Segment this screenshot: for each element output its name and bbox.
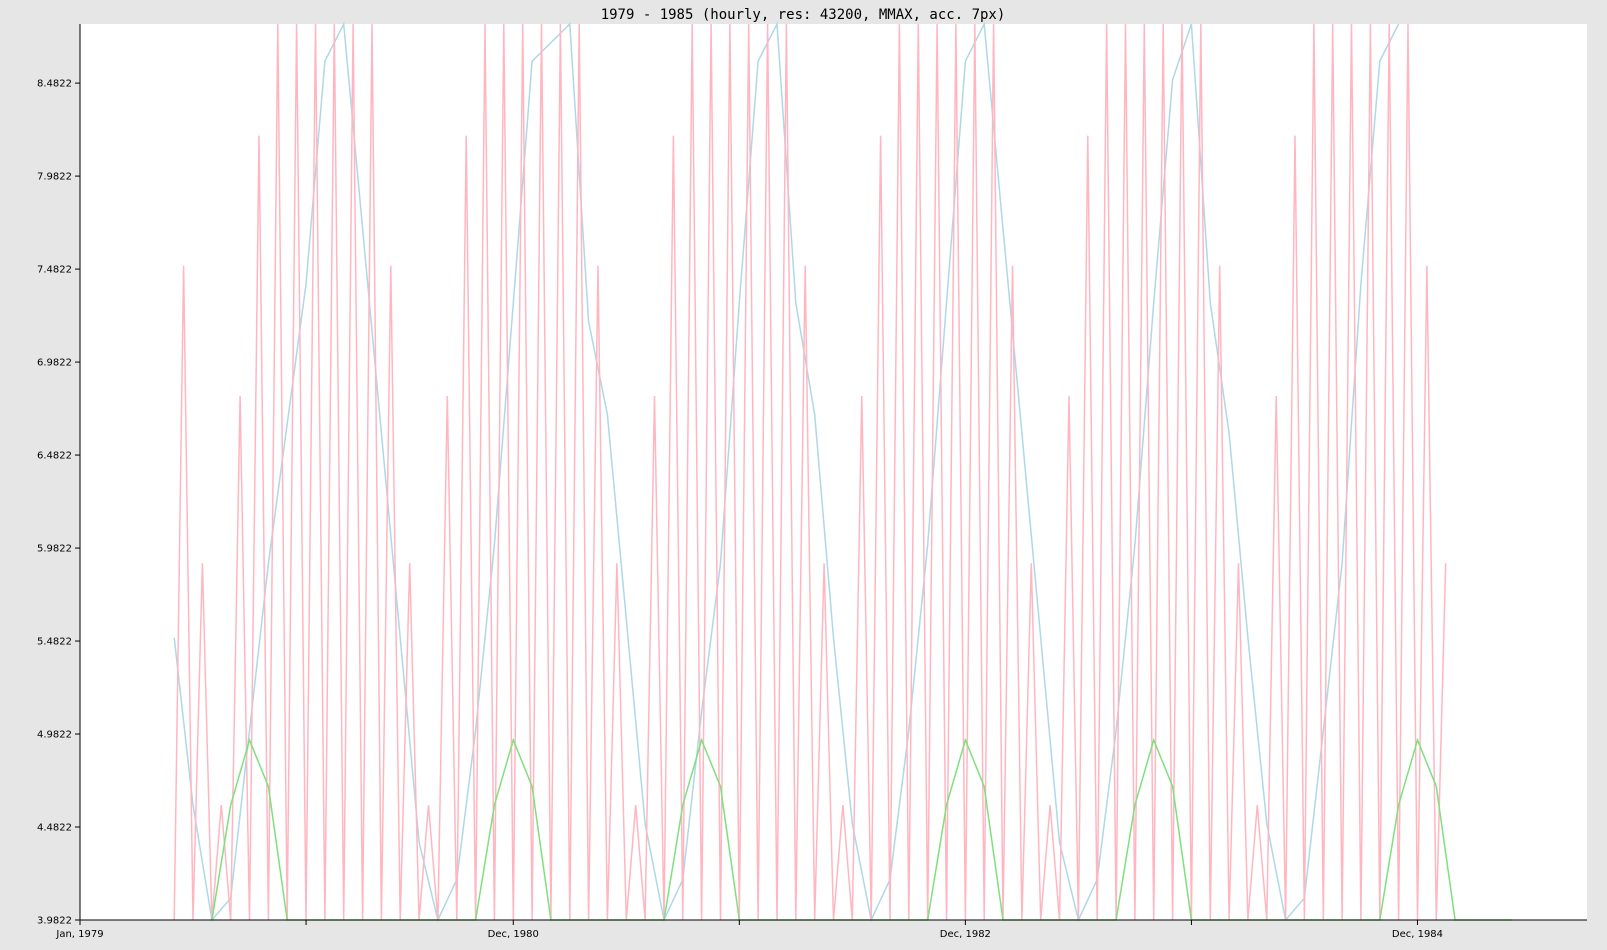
y-tick-label: 3.9822	[37, 916, 72, 927]
x-tick-label: Dec, 1984	[1392, 929, 1443, 940]
axes-layer: 3.9822 4.4822 4.9822 5.4822 5.9822 6.4822 6.98…	[37, 24, 1587, 940]
y-tick-label: 8.4822	[37, 79, 72, 90]
y-tick-label: 7.9822	[37, 172, 72, 183]
y-tick-label: 5.4822	[37, 637, 72, 648]
y-tick-label: 4.9822	[37, 730, 72, 741]
chart-title: 1979 - 1985 (hourly, res: 43200, MMAX, a…	[601, 7, 1006, 23]
y-tick-label: 4.4822	[37, 823, 72, 834]
y-tick-label: 5.9822	[37, 544, 72, 555]
x-tick-label: Dec, 1980	[488, 929, 539, 940]
x-tick-label: Dec, 1982	[940, 929, 991, 940]
series-line-0	[173, 21, 1400, 923]
y-tick-label: 7.4822	[37, 265, 72, 276]
y-tick-label: 6.4822	[37, 451, 72, 462]
plot-area	[80, 24, 1587, 920]
series-line-1	[173, 23, 1447, 921]
y-tick-label: 6.9822	[37, 358, 72, 369]
x-tick-label: Jan, 1979	[55, 929, 103, 940]
